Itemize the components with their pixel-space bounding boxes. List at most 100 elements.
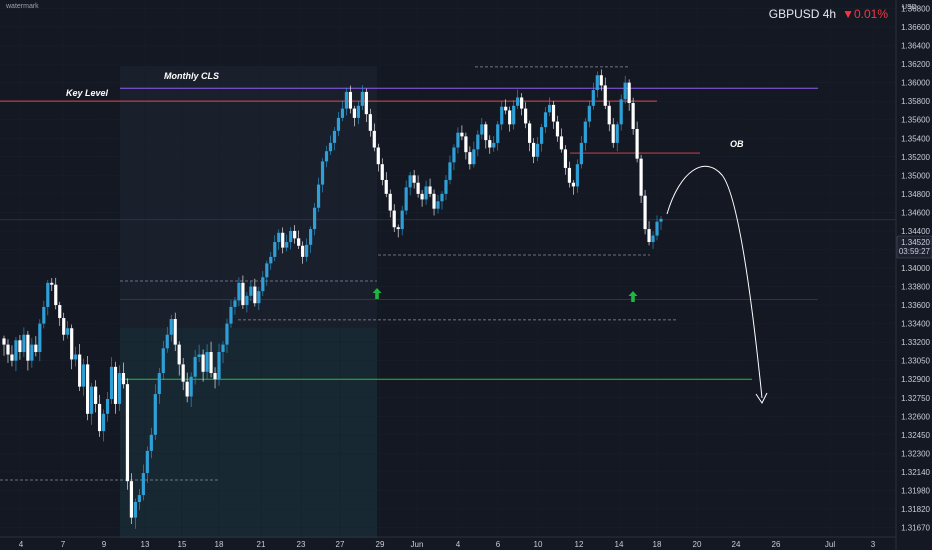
candle-body xyxy=(54,284,58,306)
candle-body xyxy=(599,75,603,86)
symbol-header[interactable]: GBPUSD 4h ▼0.01% xyxy=(769,7,888,21)
candle-body xyxy=(348,91,353,109)
candle-body xyxy=(201,354,205,372)
time-axis[interactable]: 4 7 9 13 15 18 21 23 27 29 Jun 4 6 10 12 14 18 20 24 26 Jul 3 xyxy=(19,540,876,549)
candle-body xyxy=(651,235,655,243)
y-tick-label: 1.35400 xyxy=(901,134,930,143)
candle-body xyxy=(285,242,289,248)
candle-body xyxy=(543,112,548,128)
candle-body xyxy=(309,229,313,245)
candle-body xyxy=(627,82,631,104)
candle-body xyxy=(78,354,82,387)
candle-body xyxy=(58,305,62,319)
candle-body xyxy=(448,162,452,180)
candle-body xyxy=(416,182,420,194)
candle-body xyxy=(22,334,26,353)
candle-body xyxy=(631,103,635,129)
candle-body xyxy=(185,381,189,397)
candle-body xyxy=(301,245,305,257)
x-tick-label: Jul xyxy=(825,540,835,549)
candle-body xyxy=(508,110,512,125)
candle-body xyxy=(504,106,508,111)
candle-body xyxy=(484,124,488,141)
candle-body xyxy=(524,108,528,124)
candle-body xyxy=(428,186,432,194)
candle-body xyxy=(480,124,484,135)
currency-label: USD xyxy=(902,4,917,11)
y-tick-label: 1.33200 xyxy=(901,338,930,347)
candle-body xyxy=(452,147,456,163)
candle-body xyxy=(547,104,552,113)
candle-body xyxy=(583,121,587,143)
price-axis-panel xyxy=(896,0,932,550)
candle-body xyxy=(571,182,575,187)
candle-body xyxy=(563,149,568,168)
x-tick-label: 6 xyxy=(496,540,501,549)
candle-body xyxy=(324,151,329,162)
candle-body xyxy=(257,291,261,304)
candle-body xyxy=(476,134,480,150)
x-tick-label: 9 xyxy=(102,540,107,549)
annotations: Monthly CLS Key Level OB xyxy=(66,71,768,404)
candle-body xyxy=(512,105,516,125)
price-change: ▼0.01% xyxy=(842,7,888,21)
candle-body xyxy=(591,90,595,106)
candle-body xyxy=(368,114,372,131)
candle-body xyxy=(121,373,126,385)
candle-body xyxy=(82,364,86,387)
candle-body xyxy=(153,394,157,435)
candle-body xyxy=(62,318,66,335)
candle-body xyxy=(30,344,34,361)
candle-body xyxy=(209,352,213,374)
candle-body xyxy=(392,210,396,228)
y-tick-label: 1.36800 xyxy=(901,5,930,14)
y-tick-label: 1.34000 xyxy=(901,264,930,273)
y-tick-label: 1.33050 xyxy=(901,357,930,366)
candle-body xyxy=(293,230,297,239)
candle-body xyxy=(555,121,560,137)
candle-body xyxy=(177,344,181,365)
x-tick-label: 14 xyxy=(615,540,624,549)
candle-body xyxy=(531,142,536,157)
price-axis[interactable]: 1.36800 1.36600 1.36400 1.36200 1.36000 1.358… xyxy=(901,5,930,533)
projection-arrowhead-icon xyxy=(755,392,768,404)
candle-body xyxy=(396,227,400,230)
candle-body xyxy=(74,354,78,360)
candle-body xyxy=(464,136,468,153)
candle-body xyxy=(472,149,476,165)
candle-body xyxy=(245,295,249,306)
candle-body xyxy=(34,344,38,353)
candle-body xyxy=(225,323,229,345)
candle-body xyxy=(420,193,424,200)
candle-body xyxy=(141,473,145,496)
up-arrow-icon xyxy=(372,288,382,299)
x-tick-label: 10 xyxy=(534,540,543,549)
candle-body xyxy=(161,348,165,374)
y-tick-label: 1.33600 xyxy=(901,301,930,310)
y-tick-label: 1.32140 xyxy=(901,468,930,477)
candles xyxy=(2,69,663,529)
candle-body xyxy=(603,85,607,106)
candle-body xyxy=(181,364,185,382)
candle-body xyxy=(249,286,253,296)
y-tick-label: 1.31980 xyxy=(901,486,930,495)
candle-body xyxy=(587,105,591,122)
candle-body xyxy=(125,384,130,482)
candle-body xyxy=(14,340,18,361)
candle-body xyxy=(615,124,619,143)
y-tick-label: 1.36200 xyxy=(901,60,930,69)
x-tick-label: 26 xyxy=(772,540,781,549)
y-tick-label: 1.32600 xyxy=(901,412,930,421)
key-level-label: Key Level xyxy=(66,88,109,98)
candle-body xyxy=(535,143,540,157)
candle-body xyxy=(647,229,651,243)
candle-body xyxy=(261,277,265,292)
up-arrow-icon xyxy=(628,291,638,302)
candle-body xyxy=(101,413,106,432)
candle-body xyxy=(289,230,293,243)
x-tick-label: 21 xyxy=(257,540,266,549)
candle-body xyxy=(551,104,556,122)
candle-body xyxy=(90,386,94,414)
watermark: watermark xyxy=(6,3,39,10)
